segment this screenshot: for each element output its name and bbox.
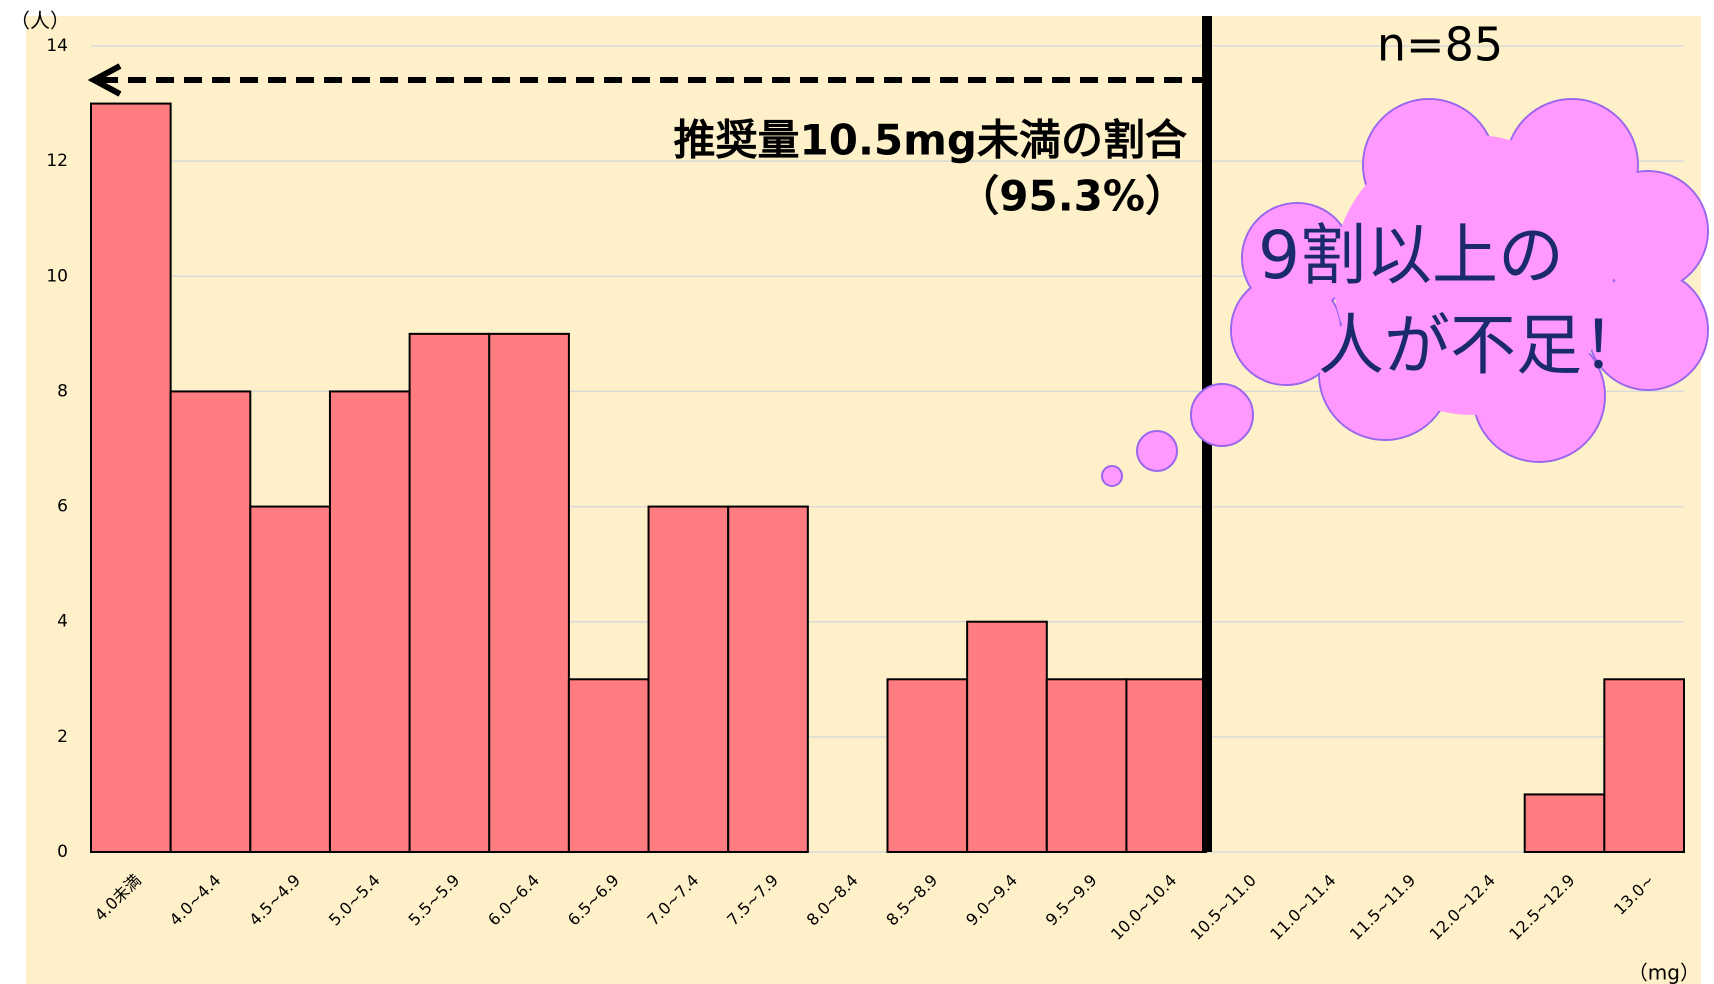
bar: [1604, 679, 1684, 852]
y-tick-label: 8: [57, 381, 68, 401]
ratio-label: 推奨量10.5mg未満の割合: [674, 116, 1187, 165]
percent-label: （95.3%）: [957, 172, 1187, 221]
bar: [888, 679, 968, 852]
bar: [649, 507, 729, 852]
y-tick-label: 0: [57, 842, 68, 862]
bar: [91, 104, 171, 852]
bar: [171, 391, 251, 852]
bar: [1126, 679, 1206, 852]
bar: [410, 334, 490, 852]
y-tick-label: 2: [57, 727, 68, 747]
y-tick-label: 6: [57, 497, 68, 517]
bar: [967, 622, 1047, 852]
page: 推奨量10.5mg未満の割合 （95.3%） n=85 9割以上の 人が不足！ …: [0, 0, 1714, 984]
n-label: n=85: [1377, 18, 1503, 72]
chart: 推奨量10.5mg未満の割合 （95.3%） n=85 9割以上の 人が不足！ …: [0, 0, 1714, 984]
bar: [1047, 679, 1127, 852]
y-axis-label: （人）: [10, 9, 70, 33]
cloud-text: 人が不足！: [1318, 307, 1648, 384]
bar: [1525, 794, 1605, 852]
bar: [250, 507, 330, 852]
bar: [569, 679, 649, 852]
y-tick-label: 12: [46, 151, 68, 171]
y-tick-label: 10: [46, 266, 68, 286]
y-tick-label: 14: [46, 36, 68, 56]
bar: [489, 334, 569, 852]
x-axis-label: （mg）: [1628, 961, 1700, 984]
y-tick-label: 4: [57, 612, 68, 632]
cloud-text: 9割以上の: [1258, 217, 1564, 294]
bar: [330, 391, 410, 852]
bar: [728, 507, 808, 852]
